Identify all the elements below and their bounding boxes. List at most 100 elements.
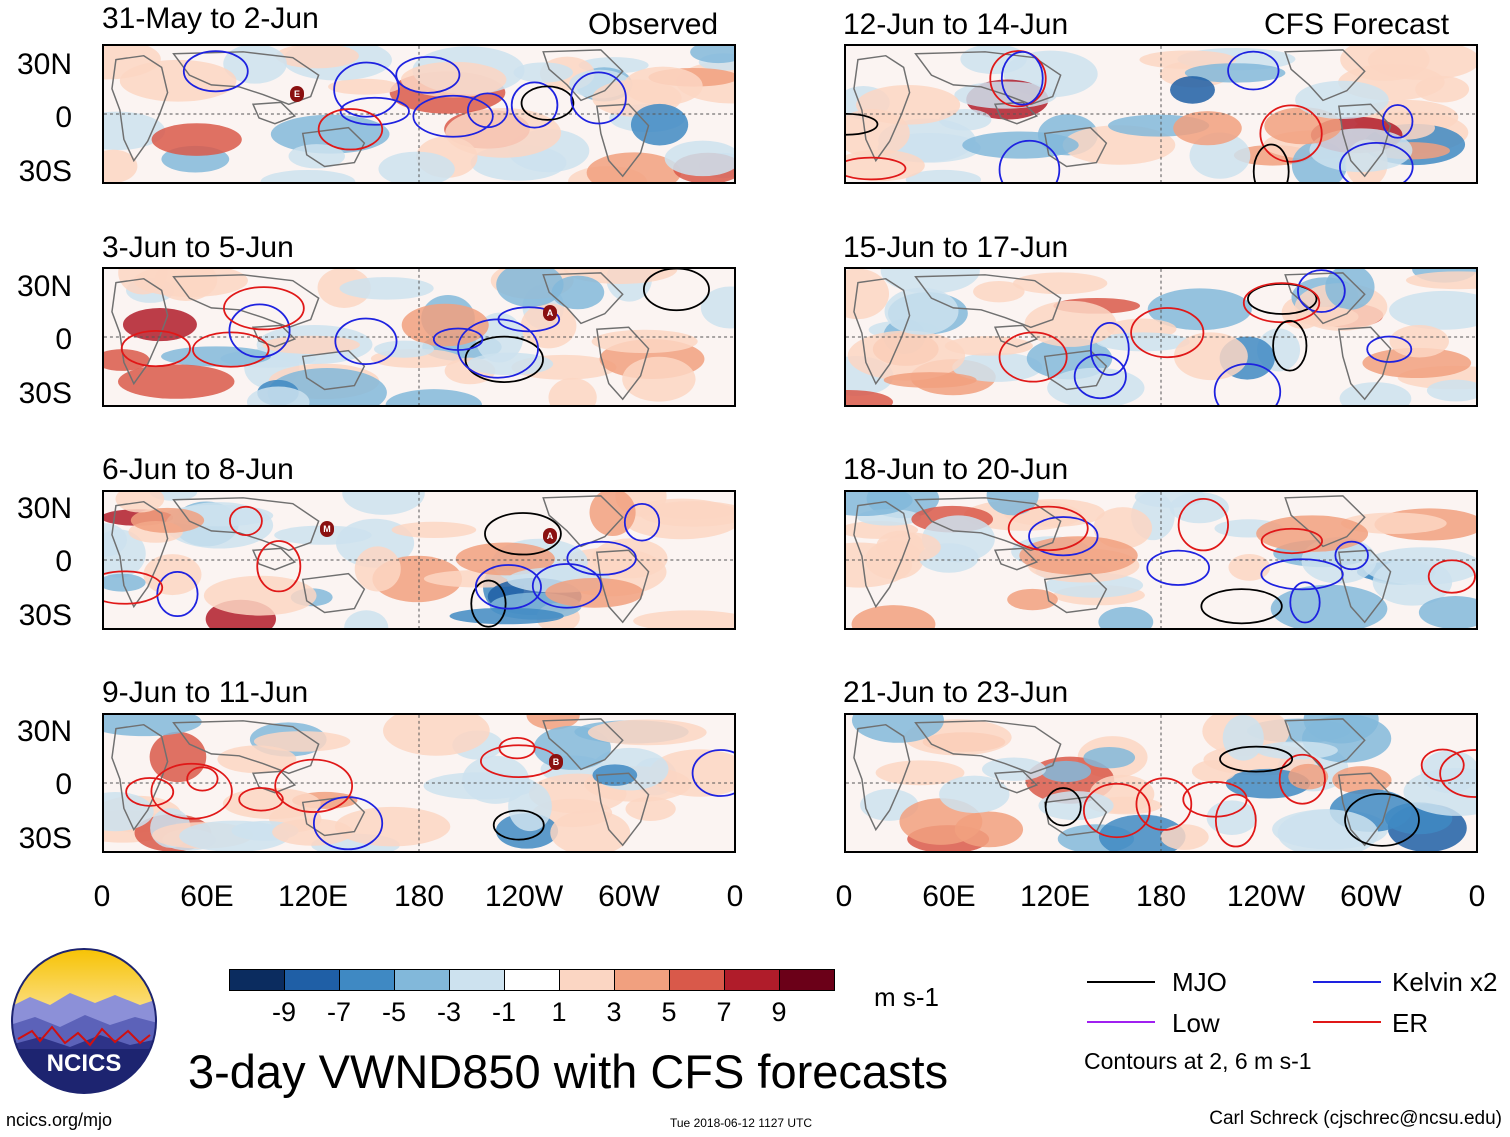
anomaly-blob — [526, 715, 580, 730]
wave-contour — [1200, 588, 1283, 625]
lat-label: 30S — [18, 155, 72, 188]
colorbar-segment — [669, 969, 725, 991]
wave-contour — [1146, 549, 1210, 586]
colorbar-segment — [724, 969, 780, 991]
coastline — [251, 101, 297, 125]
lat-label: 30S — [18, 822, 72, 855]
anomaly-blob — [1340, 512, 1447, 534]
anomaly-blob — [203, 575, 317, 616]
storm-marker: E — [290, 86, 304, 102]
legend-label-kelvin: Kelvin x2 — [1392, 967, 1498, 997]
logo-text: NCICS — [46, 1050, 122, 1077]
panel-title-5: 12-Jun to 14-Jun — [843, 8, 1069, 41]
anomaly-blob — [1098, 606, 1154, 628]
anomaly-blob — [1332, 766, 1392, 795]
coastline — [853, 500, 911, 609]
anomaly-blob — [982, 757, 1047, 781]
panel-title-6: 15-Jun to 17-Jun — [843, 231, 1069, 264]
anomaly-blob — [1047, 367, 1145, 405]
anomaly-blob — [545, 577, 644, 608]
legend-label-mjo: MJO — [1172, 967, 1227, 997]
coastline — [596, 549, 650, 624]
anomaly-blob — [589, 492, 636, 536]
coastline — [301, 126, 366, 168]
coastline — [914, 274, 1062, 329]
anomaly-blob — [1222, 715, 1264, 761]
anomaly-blob — [513, 62, 573, 83]
wave-contour — [989, 50, 1047, 108]
coastline — [914, 720, 1062, 775]
anomaly-blob — [639, 501, 734, 527]
anomaly-blob — [1170, 76, 1215, 104]
wave-contour — [238, 787, 284, 812]
wave-contour — [1214, 793, 1257, 848]
colorbar-level-label: -7 — [326, 997, 351, 1027]
anomaly-blob — [954, 811, 1024, 848]
coastline — [542, 272, 624, 325]
anomaly-blob — [378, 151, 455, 182]
anomaly-blob — [973, 280, 1025, 303]
anomaly-blob — [1173, 332, 1248, 381]
wave-contour — [1242, 282, 1321, 324]
anomaly-blob — [1256, 741, 1338, 760]
coastline — [993, 547, 1039, 571]
wave-contour — [256, 540, 302, 593]
anomaly-blob — [952, 352, 1043, 382]
anomaly-blob — [508, 781, 552, 832]
wave-contour — [1082, 782, 1151, 839]
wave-contour — [192, 331, 270, 368]
wave-contour — [846, 156, 907, 181]
wave-contour — [1427, 559, 1476, 594]
wave-contour — [1381, 104, 1414, 139]
colorbar-segment — [779, 969, 835, 991]
wave-contour — [182, 50, 249, 93]
wave-contour — [1439, 749, 1476, 798]
anomaly-blob — [591, 329, 698, 354]
anomaly-blob — [130, 507, 205, 533]
map-panel-forecast-2 — [844, 267, 1478, 407]
anomaly-blob — [1325, 269, 1375, 310]
coastline — [251, 324, 297, 348]
anomaly-map — [104, 269, 734, 405]
anomaly-blob — [260, 169, 356, 182]
coastline — [542, 49, 624, 102]
wave-contour — [623, 502, 661, 542]
coastline — [301, 572, 366, 614]
anomaly-blob — [875, 760, 965, 786]
site-url: ncics.org/mjo — [6, 1110, 113, 1130]
anomaly-blob — [449, 607, 564, 625]
figure-title: 3-day VWND850 with CFS forecasts — [188, 1045, 949, 1098]
colorbar-level-label: -5 — [381, 997, 406, 1027]
wave-contour — [1334, 540, 1369, 571]
wave-contour — [1130, 307, 1205, 359]
map-panel-observed-1 — [102, 44, 736, 184]
coastline — [172, 51, 320, 106]
anomaly-blob — [1363, 547, 1476, 585]
anomaly-blob — [383, 715, 490, 756]
anomaly-blob — [1083, 746, 1136, 769]
colorbar-segment — [504, 969, 560, 991]
anomaly-blob — [1012, 272, 1108, 295]
anomaly-blob — [1038, 791, 1114, 821]
anomaly-blob — [883, 372, 977, 388]
anomaly-blob — [391, 521, 477, 539]
lon-label: 0 — [1468, 880, 1486, 913]
anomaly-blob — [883, 532, 941, 562]
anomaly-blob — [690, 46, 734, 64]
anomaly-blob — [1403, 767, 1476, 816]
map-panel-forecast-3 — [844, 490, 1478, 630]
cfs-forecast-header: CFS Forecast — [1264, 8, 1450, 41]
coastline — [596, 103, 650, 178]
anomaly-blob — [905, 169, 982, 182]
wave-contour — [120, 330, 191, 368]
anomaly-blob — [625, 796, 676, 821]
panel-title-2: 3-Jun to 5-Jun — [102, 231, 294, 264]
legend-line-kelvin — [1313, 981, 1381, 983]
coastline — [914, 497, 1062, 552]
wave-contour — [1007, 505, 1089, 552]
anomaly-blob — [622, 356, 696, 402]
anomaly-blob — [496, 269, 564, 307]
anomaly-blob — [1147, 288, 1252, 331]
lon-label: 120W — [1226, 880, 1306, 913]
map-panel-observed-4 — [102, 713, 736, 853]
